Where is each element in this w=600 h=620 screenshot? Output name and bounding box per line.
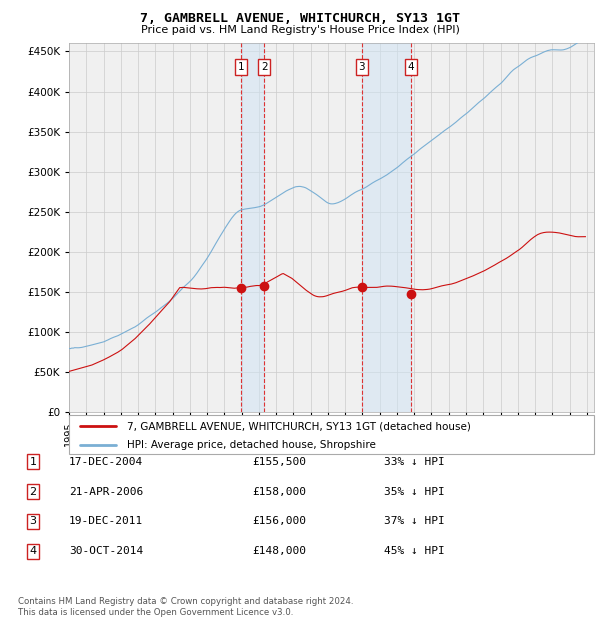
Text: 21-APR-2006: 21-APR-2006 (69, 487, 143, 497)
Text: HPI: Average price, detached house, Shropshire: HPI: Average price, detached house, Shro… (127, 440, 376, 450)
Text: 45% ↓ HPI: 45% ↓ HPI (384, 546, 445, 556)
Text: £155,500: £155,500 (252, 457, 306, 467)
Text: 7, GAMBRELL AVENUE, WHITCHURCH, SY13 1GT (detached house): 7, GAMBRELL AVENUE, WHITCHURCH, SY13 1GT… (127, 421, 470, 431)
Text: 30-OCT-2014: 30-OCT-2014 (69, 546, 143, 556)
Text: 17-DEC-2004: 17-DEC-2004 (69, 457, 143, 467)
FancyBboxPatch shape (69, 415, 594, 454)
Text: £158,000: £158,000 (252, 487, 306, 497)
Text: 1: 1 (238, 63, 244, 73)
Bar (362, 43, 411, 412)
Text: Price paid vs. HM Land Registry's House Price Index (HPI): Price paid vs. HM Land Registry's House … (140, 25, 460, 35)
Text: 1: 1 (29, 457, 37, 467)
Text: 2: 2 (261, 63, 268, 73)
Text: 19-DEC-2011: 19-DEC-2011 (69, 516, 143, 526)
Bar (241, 43, 264, 412)
Text: 3: 3 (359, 63, 365, 73)
Text: 3: 3 (29, 516, 37, 526)
Text: 7, GAMBRELL AVENUE, WHITCHURCH, SY13 1GT: 7, GAMBRELL AVENUE, WHITCHURCH, SY13 1GT (140, 12, 460, 25)
Text: 33% ↓ HPI: 33% ↓ HPI (384, 457, 445, 467)
Text: £156,000: £156,000 (252, 516, 306, 526)
Text: 2: 2 (29, 487, 37, 497)
Text: 37% ↓ HPI: 37% ↓ HPI (384, 516, 445, 526)
Text: 35% ↓ HPI: 35% ↓ HPI (384, 487, 445, 497)
Text: £148,000: £148,000 (252, 546, 306, 556)
Text: 4: 4 (408, 63, 415, 73)
Text: 4: 4 (29, 546, 37, 556)
Text: Contains HM Land Registry data © Crown copyright and database right 2024.
This d: Contains HM Land Registry data © Crown c… (18, 598, 353, 617)
